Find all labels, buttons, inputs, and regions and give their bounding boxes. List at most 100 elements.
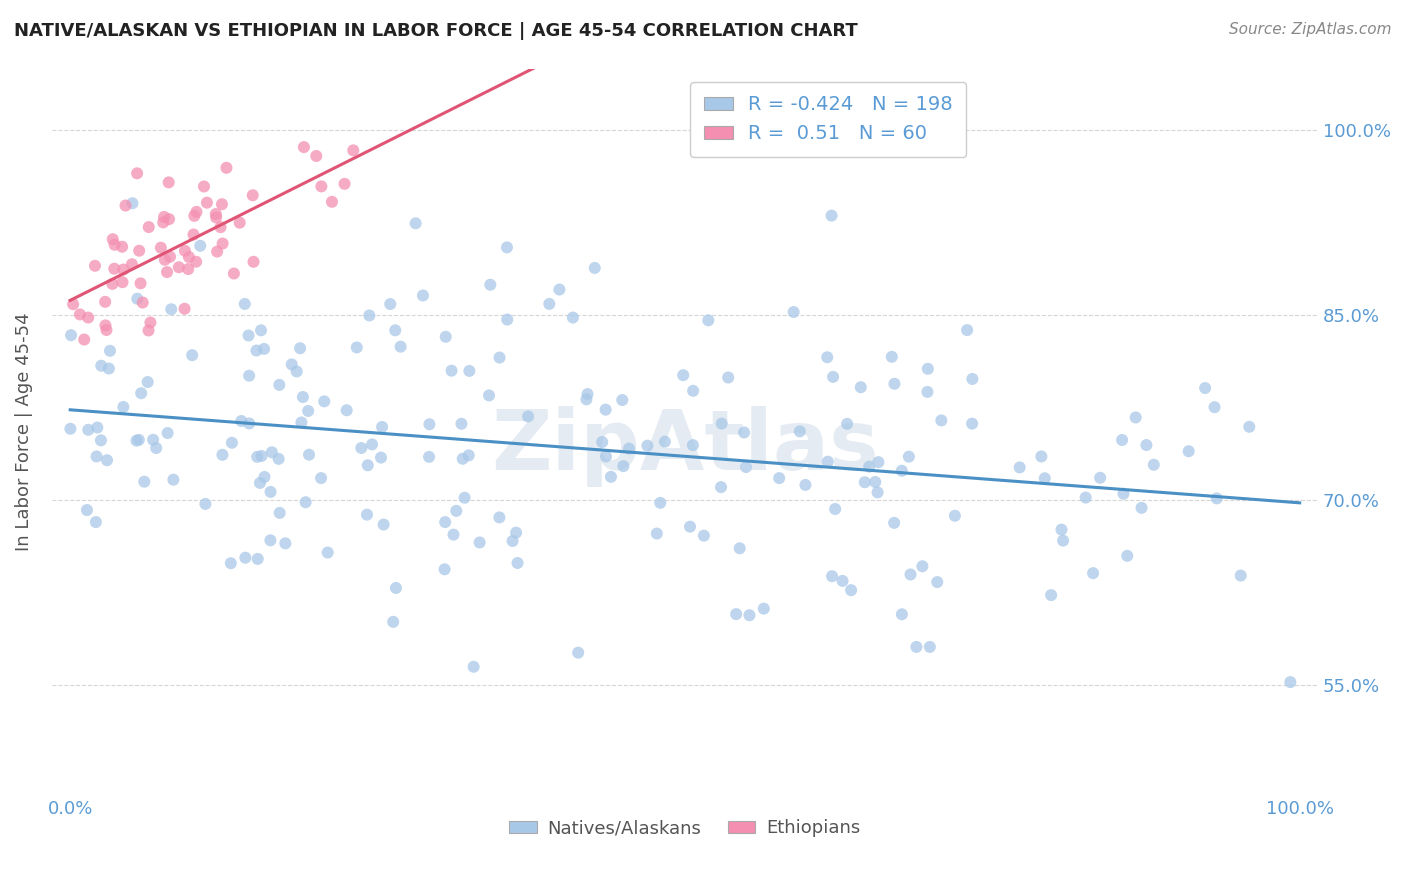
Point [173, 301, 195, 316]
Point [193, 179, 215, 194]
Point [418, 450, 440, 464]
Point [370, 450, 392, 465]
Point [205, 211, 228, 225]
Point [205, 244, 228, 259]
Point [450, 417, 472, 431]
Point [250, 449, 273, 463]
Point [883, 516, 905, 530]
Point [269, 377, 291, 392]
Point [153, 210, 176, 224]
Point [242, 254, 264, 268]
Point [288, 341, 311, 355]
Point [235, 550, 257, 565]
Point [246, 450, 269, 464]
Point [389, 340, 412, 354]
Point [1204, 400, 1226, 414]
Point [782, 305, 804, 319]
Point [1031, 450, 1053, 464]
Point [356, 508, 378, 522]
Point [205, 207, 228, 221]
Point [434, 330, 457, 344]
Point [853, 475, 876, 490]
Point [84, 259, 107, 273]
Point [1112, 487, 1135, 501]
Point [346, 341, 368, 355]
Text: NATIVE/ALASKAN VS ETHIOPIAN IN LABOR FORCE | AGE 45-54 CORRELATION CHART: NATIVE/ALASKAN VS ETHIOPIAN IN LABOR FOR… [14, 22, 858, 40]
Point [238, 328, 260, 343]
Point [274, 536, 297, 550]
Point [269, 506, 291, 520]
Point [733, 425, 755, 440]
Point [728, 541, 751, 556]
Point [433, 562, 456, 576]
Point [298, 448, 321, 462]
Point [1125, 410, 1147, 425]
Point [717, 370, 740, 384]
Point [157, 212, 180, 227]
Point [591, 435, 613, 450]
Point [672, 368, 695, 383]
Point [371, 420, 394, 434]
Point [321, 194, 343, 209]
Point [575, 392, 598, 407]
Point [222, 267, 245, 281]
Point [927, 575, 949, 590]
Point [246, 552, 269, 566]
Point [654, 434, 676, 449]
Point [242, 188, 264, 202]
Point [917, 384, 939, 399]
Point [211, 197, 233, 211]
Point [294, 495, 316, 509]
Point [905, 640, 928, 654]
Point [576, 387, 599, 401]
Point [735, 460, 758, 475]
Point [931, 413, 953, 427]
Point [911, 559, 934, 574]
Point [457, 448, 479, 462]
Point [194, 497, 217, 511]
Point [380, 297, 402, 311]
Point [693, 529, 716, 543]
Point [418, 417, 440, 432]
Point [309, 471, 332, 485]
Point [181, 348, 204, 362]
Point [817, 455, 839, 469]
Point [506, 556, 529, 570]
Point [1135, 438, 1157, 452]
Point [253, 470, 276, 484]
Point [96, 323, 118, 337]
Point [561, 310, 583, 325]
Point [697, 313, 720, 327]
Point [359, 309, 381, 323]
Point [316, 545, 339, 559]
Point [1111, 433, 1133, 447]
Point [820, 209, 842, 223]
Point [112, 400, 135, 414]
Point [188, 239, 211, 253]
Point [488, 510, 510, 524]
Point [111, 240, 134, 254]
Point [77, 423, 100, 437]
Point [138, 323, 160, 337]
Point [127, 292, 149, 306]
Point [136, 375, 159, 389]
Point [177, 250, 200, 264]
Point [342, 144, 364, 158]
Point [267, 451, 290, 466]
Point [125, 434, 148, 448]
Point [162, 473, 184, 487]
Point [636, 439, 658, 453]
Point [59, 422, 82, 436]
Point [86, 420, 108, 434]
Point [1081, 566, 1104, 581]
Point [710, 480, 733, 494]
Point [84, 515, 107, 529]
Point [134, 475, 156, 489]
Point [221, 435, 243, 450]
Point [880, 350, 903, 364]
Point [382, 615, 405, 629]
Point [548, 283, 571, 297]
Point [883, 376, 905, 391]
Point [831, 574, 853, 588]
Point [183, 209, 205, 223]
